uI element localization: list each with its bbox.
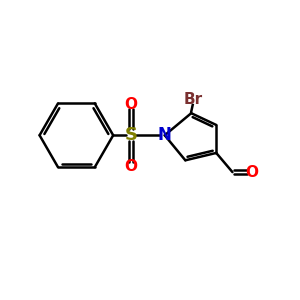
Text: S: S (124, 126, 137, 144)
Text: O: O (245, 165, 258, 180)
Text: N: N (158, 126, 172, 144)
Text: Br: Br (183, 92, 202, 107)
Text: O: O (124, 159, 137, 174)
Text: O: O (124, 97, 137, 112)
